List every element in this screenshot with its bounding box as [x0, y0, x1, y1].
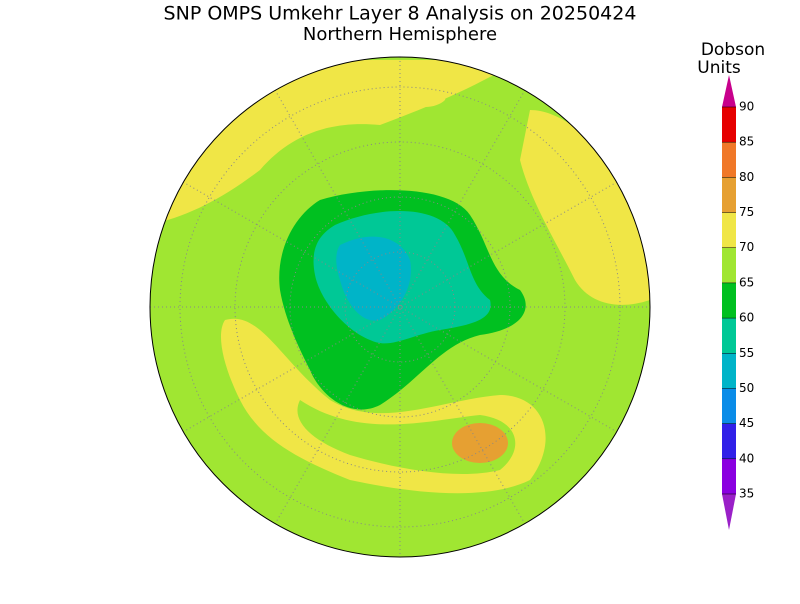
colorbar-bin [722, 107, 736, 143]
colorbar-label: Units [697, 58, 741, 78]
colorbar-bin [722, 282, 736, 319]
colorbar-bin [722, 423, 736, 459]
map-region [452, 423, 508, 463]
colorbar-tick-label: 40 [739, 451, 754, 465]
colorbar-bin [722, 318, 736, 354]
colorbar-label: Dobson [701, 40, 765, 60]
colorbar-bin [722, 177, 736, 213]
colorbar: 35 40 45 50 55 60 65 70 75 80 85 90 [722, 75, 754, 530]
colorbar-tick-label: 55 [739, 346, 754, 360]
colorbar-tick-label: 75 [739, 205, 754, 219]
colorbar-tick-label: 80 [739, 170, 754, 184]
map-region [520, 110, 650, 305]
colorbar-tick-label: 65 [739, 275, 754, 289]
colorbar-bin [722, 458, 736, 494]
colorbar-over [722, 75, 736, 107]
colorbar-tick-label: 70 [739, 240, 754, 254]
title: SNP OMPS Umkehr Layer 8 Analysis on 2025… [164, 3, 637, 25]
map-region [400, 85, 446, 107]
colorbar-tick-label: 85 [739, 135, 754, 149]
colorbar-tick-label: 45 [739, 416, 754, 430]
map [150, 57, 650, 557]
map-border [149, 56, 651, 558]
colorbar-tick-label: 90 [739, 100, 754, 114]
colorbar-bin [722, 212, 736, 248]
graticule [150, 57, 650, 557]
colorbar-bin [722, 388, 736, 424]
colorbar-under [722, 494, 736, 530]
colorbar-tick-label: 60 [739, 311, 754, 325]
colorbar-bin [722, 247, 736, 283]
map-region [336, 236, 411, 321]
colorbar-tick-label: 35 [739, 487, 754, 501]
colorbar-bin [722, 142, 736, 178]
subtitle: Northern Hemisphere [303, 24, 497, 45]
colorbar-bin [722, 353, 736, 389]
colorbar-tick-label: 50 [739, 381, 754, 395]
